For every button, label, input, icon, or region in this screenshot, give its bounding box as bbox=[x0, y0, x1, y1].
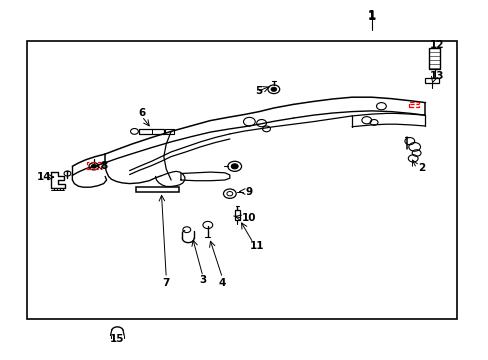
Bar bbox=[408, 102, 418, 107]
Text: 9: 9 bbox=[245, 186, 252, 197]
Text: 5: 5 bbox=[255, 86, 262, 96]
Bar bbox=[425, 78, 438, 83]
Text: 14: 14 bbox=[37, 172, 51, 182]
Text: 13: 13 bbox=[428, 71, 443, 81]
Text: 2: 2 bbox=[417, 163, 424, 174]
Bar bbox=[165, 129, 174, 134]
Circle shape bbox=[270, 87, 276, 91]
Bar bbox=[27, 41, 456, 319]
Text: 15: 15 bbox=[110, 334, 124, 344]
Text: 10: 10 bbox=[242, 213, 256, 223]
Text: 6: 6 bbox=[138, 108, 145, 118]
Text: 1: 1 bbox=[367, 10, 375, 23]
Circle shape bbox=[231, 164, 238, 169]
Text: 4: 4 bbox=[218, 278, 226, 288]
Text: 7: 7 bbox=[162, 278, 170, 288]
Text: 8: 8 bbox=[100, 161, 107, 171]
Circle shape bbox=[91, 165, 96, 168]
Bar bbox=[139, 129, 163, 134]
Bar bbox=[428, 48, 439, 69]
Bar bbox=[87, 162, 101, 169]
Text: 11: 11 bbox=[249, 240, 264, 251]
Text: 3: 3 bbox=[199, 275, 206, 285]
Bar bbox=[136, 187, 179, 192]
Text: 1: 1 bbox=[367, 9, 375, 22]
Text: 12: 12 bbox=[428, 40, 443, 50]
Bar bbox=[234, 210, 239, 220]
